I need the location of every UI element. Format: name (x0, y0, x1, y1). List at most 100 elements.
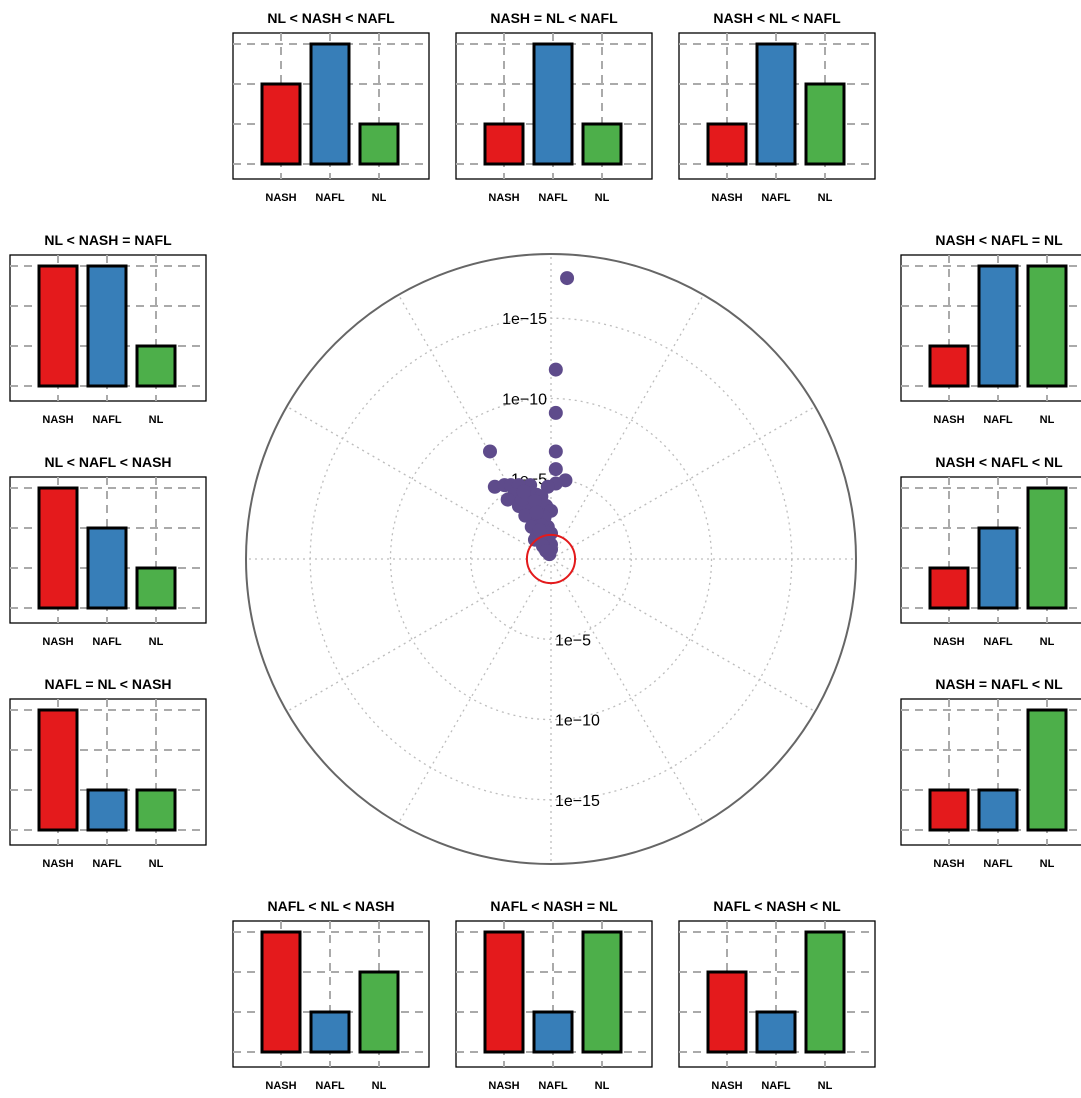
bar-nafl (977, 526, 1019, 610)
bar-nash (37, 486, 79, 610)
panel-title: NL < NASH < NAFL (267, 10, 395, 26)
panel-title: NAFL < NASH < NL (713, 898, 841, 914)
panel-tick-label: NASH (488, 1080, 519, 1092)
data-point (518, 508, 533, 523)
panel-tick-label: NAFL (92, 636, 122, 648)
polar-outer-circle (245, 253, 857, 865)
panel-tick-label: NASH (265, 1080, 296, 1092)
polar-grid-circle (309, 317, 793, 801)
panel-title: NL < NAFL < NASH (44, 454, 171, 470)
panel-tick-label: NAFL (761, 192, 791, 204)
polar-spoke (550, 558, 705, 824)
bar-nl (135, 344, 177, 388)
bar-nl (358, 970, 400, 1054)
polar-grid-circle (389, 397, 713, 721)
bar-nash (483, 930, 525, 1054)
data-point (483, 444, 497, 459)
bar-nafl (977, 264, 1019, 388)
panel-tick-label: NASH (488, 192, 519, 204)
bar-nafl (532, 1010, 574, 1054)
panel-tick-label: NL (149, 636, 164, 648)
panel-title: NASH = NL < NAFL (490, 10, 618, 26)
panel-tick-label: NL (818, 192, 833, 204)
pattern-panel: NAFL < NASH = NL NASH NAFL NL (455, 898, 653, 1092)
panel-tick-label: NASH (42, 858, 73, 870)
data-point (560, 271, 575, 286)
polar-spoke (286, 558, 552, 713)
panel-title: NASH < NAFL = NL (935, 232, 1063, 248)
panel-tick-label: NASH (933, 858, 964, 870)
significance-threshold-circle (525, 533, 577, 585)
panel-tick-label: NL (372, 192, 387, 204)
panel-tick-label: NAFL (315, 1080, 345, 1092)
polar-tick-label-lower: 1e−5 (555, 632, 591, 649)
panel-tick-label: NL (149, 858, 164, 870)
data-point (529, 505, 544, 520)
panel-title: NASH < NAFL < NL (935, 454, 1063, 470)
bar-nash (37, 708, 79, 832)
polar-spoke (550, 405, 816, 560)
bar-nl (135, 788, 177, 832)
panel-tick-label: NL (149, 414, 164, 426)
data-point (548, 362, 563, 377)
bar-nafl (309, 42, 351, 166)
panel-tick-label: NAFL (983, 636, 1013, 648)
bar-nash (260, 930, 302, 1054)
pattern-panel: NL < NAFL < NASH NASH NAFL NL (9, 454, 207, 648)
data-point (548, 444, 563, 459)
polar-tick-label-lower: 1e−10 (555, 713, 600, 730)
polar-spoke (550, 294, 705, 560)
bar-nash (37, 264, 79, 388)
panel-title: NL < NASH = NAFL (44, 232, 172, 248)
bar-nash (260, 82, 302, 166)
panel-tick-label: NL (595, 1080, 610, 1092)
bar-nash (928, 344, 970, 388)
pattern-panel: NASH = NL < NAFL NASH NAFL NL (455, 10, 653, 204)
panel-tick-label: NL (595, 192, 610, 204)
pattern-panel: NAFL = NL < NASH NASH NAFL NL (9, 676, 207, 870)
panel-tick-label: NL (372, 1080, 387, 1092)
pattern-panel: NL < NASH < NAFL NASH NAFL NL (232, 10, 430, 204)
polar-grid-circle (470, 478, 632, 640)
panel-tick-label: NAFL (983, 414, 1013, 426)
panel-tick-label: NL (1040, 414, 1055, 426)
panel-tick-label: NAFL (92, 858, 122, 870)
panel-tick-label: NASH (933, 414, 964, 426)
polar-spoke (397, 558, 552, 824)
bar-nl (804, 930, 846, 1054)
panel-tick-label: NASH (711, 192, 742, 204)
bar-nafl (86, 526, 128, 610)
bar-nafl (86, 264, 128, 388)
bar-nl (135, 566, 177, 610)
panel-tick-label: NL (1040, 636, 1055, 648)
data-point (548, 405, 563, 420)
pattern-panel: NAFL < NASH < NL NASH NAFL NL (678, 898, 876, 1092)
panel-tick-label: NASH (933, 636, 964, 648)
panel-tick-label: NL (1040, 858, 1055, 870)
data-point (539, 543, 554, 558)
panel-title: NASH < NL < NAFL (713, 10, 841, 26)
polar-tick-label-lower: 1e−15 (555, 793, 600, 810)
bar-nash (928, 566, 970, 610)
data-point (516, 484, 531, 499)
bar-nl (1026, 708, 1068, 832)
panel-tick-label: NASH (711, 1080, 742, 1092)
panel-tick-label: NAFL (761, 1080, 791, 1092)
data-point (532, 523, 547, 538)
panel-title: NAFL = NL < NASH (44, 676, 171, 692)
bar-nash (928, 788, 970, 832)
bar-nl (804, 82, 846, 166)
panel-title: NAFL < NL < NASH (267, 898, 394, 914)
bar-nl (1026, 264, 1068, 388)
bar-nafl (532, 42, 574, 166)
data-point (527, 494, 542, 509)
bar-nl (581, 122, 623, 166)
pattern-panel: NASH < NAFL = NL NASH NAFL NL (900, 232, 1081, 426)
panel-tick-label: NAFL (92, 414, 122, 426)
data-point (548, 462, 563, 477)
panel-tick-label: NAFL (538, 1080, 568, 1092)
panel-tick-label: NASH (42, 414, 73, 426)
bar-nafl (755, 42, 797, 166)
